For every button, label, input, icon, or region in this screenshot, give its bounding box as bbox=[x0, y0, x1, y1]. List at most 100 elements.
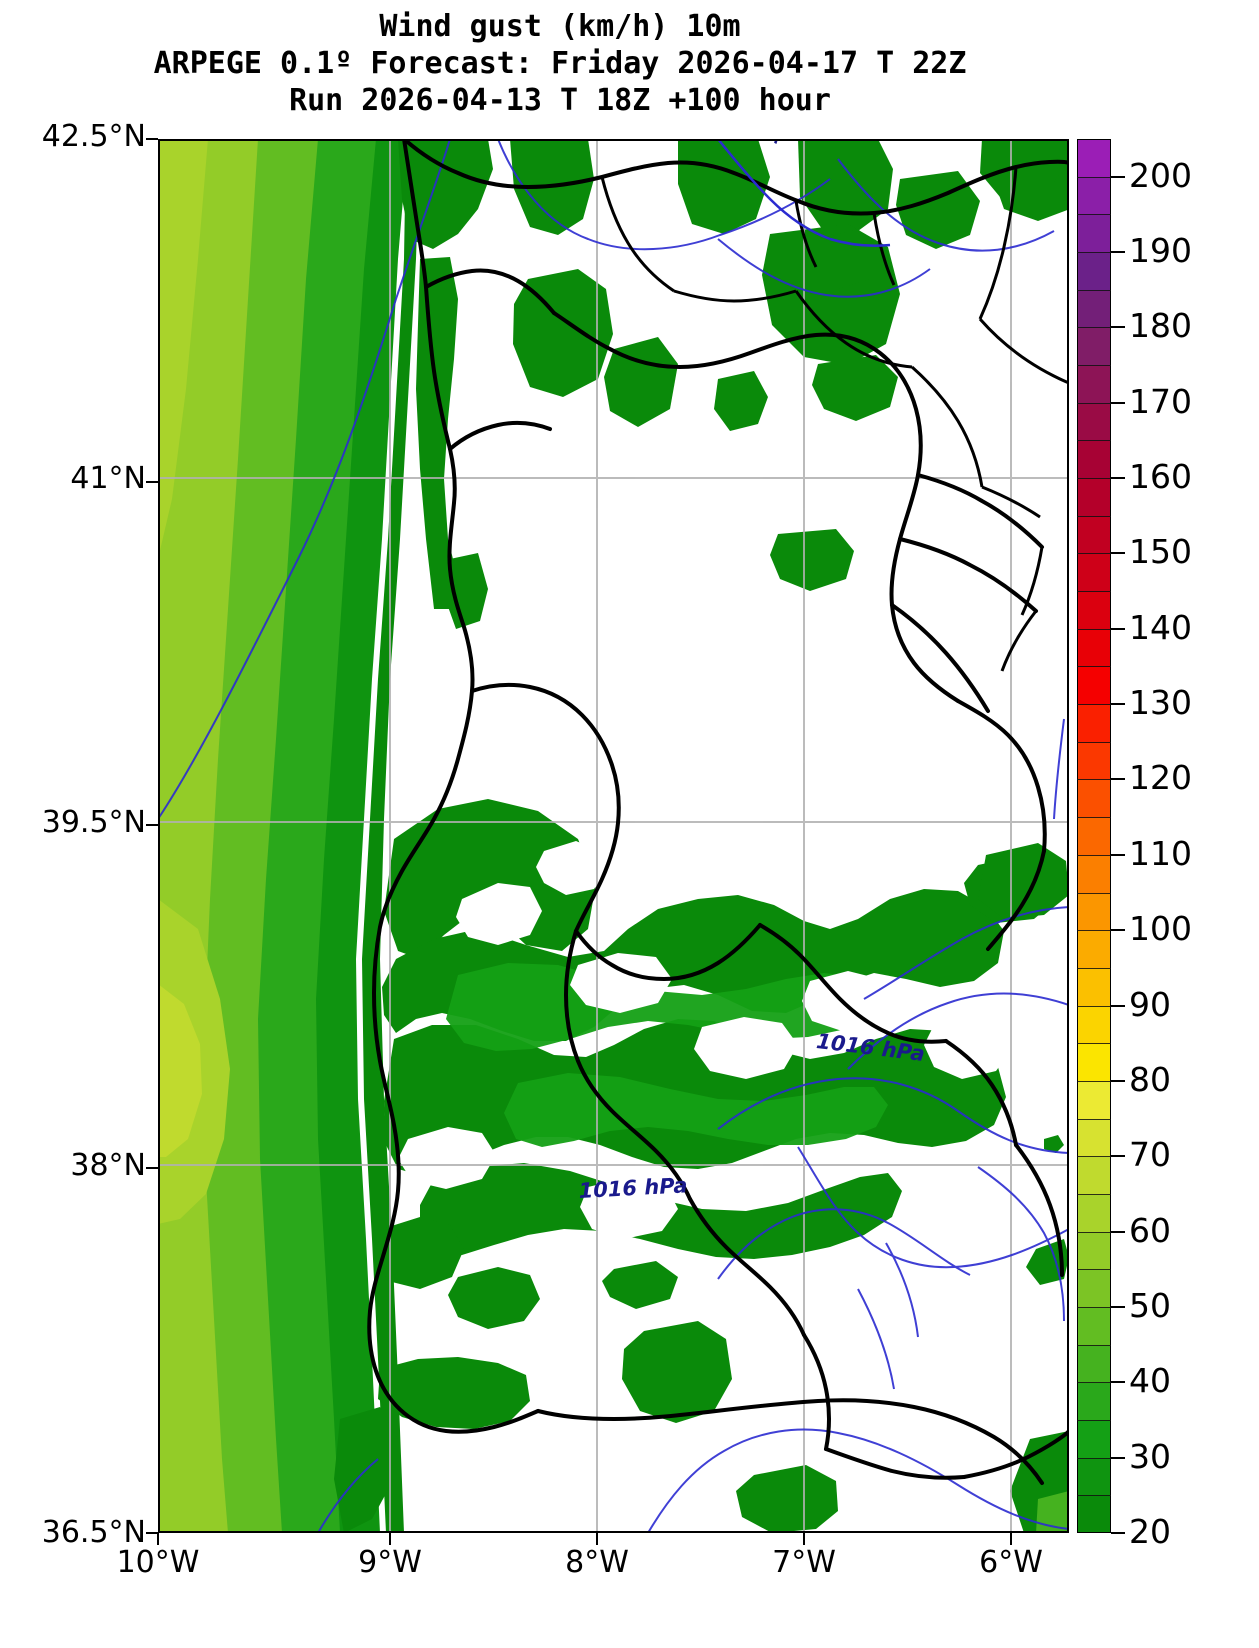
colorbar-segment bbox=[1078, 592, 1110, 630]
colorbar-tick bbox=[1111, 703, 1125, 706]
map-coastline-borders bbox=[367, 139, 1069, 1485]
colorbar-segment bbox=[1078, 1307, 1110, 1346]
gust-patch-north-iso2 bbox=[770, 529, 854, 591]
colorbar-segment bbox=[1078, 516, 1110, 555]
xtick-label-0: 10°W bbox=[116, 1545, 200, 1580]
colorbar-separator bbox=[1077, 1005, 1111, 1007]
colorbar-tick-label: 50 bbox=[1129, 1285, 1171, 1325]
colorbar-tick bbox=[1111, 1230, 1125, 1233]
colorbar-segment bbox=[1078, 1458, 1110, 1497]
map-gridlines bbox=[158, 139, 1069, 1533]
colorbar-segment bbox=[1078, 1119, 1110, 1158]
colorbar-separator bbox=[1077, 1118, 1111, 1120]
xtick-mark-0 bbox=[157, 1533, 159, 1545]
colorbar[interactable] bbox=[1077, 139, 1111, 1533]
xtick-mark-2 bbox=[596, 1533, 598, 1545]
colorbar-separator bbox=[1077, 892, 1111, 894]
gust-mass-central-light2 bbox=[504, 1073, 888, 1147]
map-plot-area[interactable]: 1020 hPa 1016 hPa 1016 hPa bbox=[158, 139, 1069, 1533]
colorbar-tick bbox=[1111, 477, 1125, 480]
colorbar-tick-label: 20 bbox=[1129, 1512, 1171, 1551]
colorbar-separator bbox=[1077, 1306, 1111, 1308]
gust-patch-sw-coast2 bbox=[448, 1267, 540, 1329]
colorbar-tick-label: 150 bbox=[1129, 532, 1192, 572]
gust-band-60b bbox=[158, 139, 208, 559]
xtick-mark-1 bbox=[389, 1533, 391, 1545]
colorbar-segment bbox=[1078, 215, 1110, 254]
colorbar-separator bbox=[1077, 854, 1111, 856]
colorbar-tick bbox=[1111, 1079, 1125, 1082]
colorbar-tick-label: 170 bbox=[1129, 381, 1192, 421]
xtick-label-1: 9°W bbox=[358, 1545, 422, 1580]
gust-patch-ne-corner bbox=[996, 139, 1067, 183]
colorbar-separator bbox=[1077, 1193, 1111, 1195]
colorbar-tick-label: 30 bbox=[1129, 1436, 1171, 1476]
colorbar-tick-label: 60 bbox=[1129, 1210, 1171, 1250]
colorbar-separator bbox=[1077, 1344, 1111, 1346]
colorbar-tick bbox=[1111, 1456, 1125, 1459]
colorbar-tick bbox=[1111, 929, 1125, 932]
colorbar-segment bbox=[1078, 1270, 1110, 1308]
gust-patch-north-iso1 bbox=[812, 355, 898, 421]
colorbar-tick bbox=[1111, 1004, 1125, 1007]
colorbar-tick bbox=[1111, 1381, 1125, 1384]
gust-holes bbox=[398, 841, 1012, 1239]
colorbar-segment bbox=[1078, 1157, 1110, 1195]
xtick-label-4: 6°W bbox=[979, 1545, 1043, 1580]
ytick-label-0: 42.5°N bbox=[41, 119, 146, 154]
colorbar-separator bbox=[1077, 628, 1111, 630]
colorbar-tick bbox=[1111, 778, 1125, 781]
colorbar-segment bbox=[1078, 893, 1110, 932]
ytick-label-1: 41°N bbox=[70, 461, 146, 496]
colorbar-tick bbox=[1111, 401, 1125, 404]
gust-dot-1 bbox=[1044, 1135, 1064, 1153]
map-canvas bbox=[158, 139, 1069, 1533]
colorbar-tick bbox=[1111, 552, 1125, 555]
colorbar-separator bbox=[1077, 591, 1111, 593]
colorbar-tick-label: 180 bbox=[1129, 306, 1192, 346]
colorbar-tick-label: 140 bbox=[1129, 607, 1192, 647]
gust-patch-se-corner-lite bbox=[1036, 1491, 1069, 1533]
colorbar-tick-label: 130 bbox=[1129, 683, 1192, 723]
figure-title: Wind gust (km/h) 10m ARPEGE 0.1º Forecas… bbox=[0, 8, 1120, 119]
colorbar-segment bbox=[1078, 968, 1110, 1007]
ytick-mark-0 bbox=[146, 138, 158, 140]
colorbar-tick-label: 40 bbox=[1129, 1361, 1171, 1401]
colorbar-segment bbox=[1078, 403, 1110, 442]
gust-band-70 bbox=[158, 984, 202, 1157]
xtick-mark-3 bbox=[803, 1533, 805, 1545]
gust-coast-south bbox=[378, 1357, 530, 1429]
colorbar-separator bbox=[1077, 1382, 1111, 1384]
map-rivers bbox=[158, 139, 1069, 1533]
title-line-3: Run 2026-04-13 T 18Z +100 hour bbox=[289, 83, 831, 118]
colorbar-segment bbox=[1078, 780, 1110, 819]
colorbar-separator bbox=[1077, 176, 1111, 178]
ytick-label-4: 36.5°N bbox=[41, 1515, 146, 1550]
colorbar-segment bbox=[1078, 931, 1110, 969]
xtick-label-2: 8°W bbox=[565, 1545, 629, 1580]
colorbar-separator bbox=[1077, 666, 1111, 668]
colorbar-separator bbox=[1077, 704, 1111, 706]
colorbar-segment bbox=[1078, 253, 1110, 291]
colorbar-tick-label: 190 bbox=[1129, 231, 1192, 271]
colorbar-separator bbox=[1077, 402, 1111, 404]
colorbar-tick-label: 160 bbox=[1129, 457, 1192, 497]
ytick-mark-4 bbox=[146, 1532, 158, 1534]
xtick-label-3: 7°W bbox=[772, 1545, 836, 1580]
colorbar-separator bbox=[1077, 252, 1111, 254]
colorbar-tick bbox=[1111, 175, 1125, 178]
colorbar-separator bbox=[1077, 1419, 1111, 1421]
colorbar-separator bbox=[1077, 1080, 1111, 1082]
colorbar-separator bbox=[1077, 553, 1111, 555]
colorbar-tick bbox=[1111, 1532, 1125, 1534]
xtick-mark-4 bbox=[1010, 1533, 1012, 1545]
colorbar-segment bbox=[1078, 1006, 1110, 1045]
colorbar-segment bbox=[1078, 1232, 1110, 1271]
colorbar-separator bbox=[1077, 478, 1111, 480]
colorbar-segment bbox=[1078, 366, 1110, 404]
colorbar-tick-label: 90 bbox=[1129, 984, 1171, 1024]
colorbar-separator bbox=[1077, 930, 1111, 932]
colorbar-tick-label: 100 bbox=[1129, 909, 1192, 949]
colorbar-segment bbox=[1078, 290, 1110, 329]
